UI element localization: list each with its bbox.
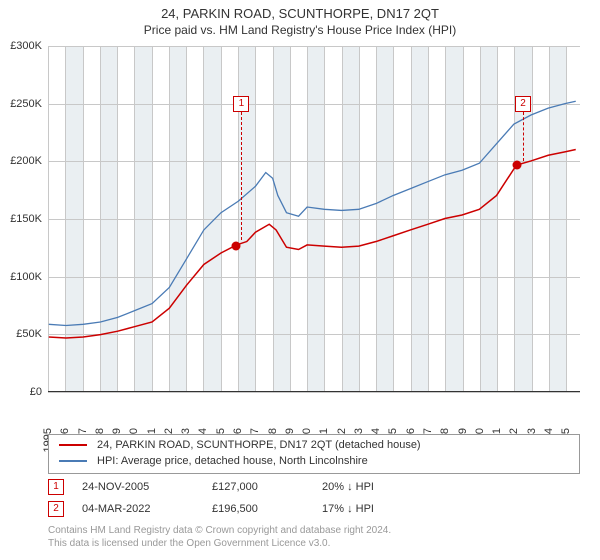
footer-line-1: Contains HM Land Registry data © Crown c… bbox=[48, 524, 580, 537]
event-price: £196,500 bbox=[212, 503, 322, 515]
event-date: 04-MAR-2022 bbox=[82, 503, 212, 515]
legend: 24, PARKIN ROAD, SCUNTHORPE, DN17 2QT (d… bbox=[48, 434, 580, 474]
y-tick-label: £300K bbox=[10, 40, 42, 52]
callout-badge-1: 1 bbox=[233, 96, 249, 112]
legend-label: HPI: Average price, detached house, Nort… bbox=[97, 455, 368, 467]
y-tick-label: £250K bbox=[10, 98, 42, 110]
callout-line-1 bbox=[241, 112, 242, 240]
line-series-svg bbox=[48, 46, 580, 391]
chart-container: 24, PARKIN ROAD, SCUNTHORPE, DN17 2QT Pr… bbox=[0, 0, 600, 560]
chart-title: 24, PARKIN ROAD, SCUNTHORPE, DN17 2QT bbox=[0, 0, 600, 21]
series-hpi bbox=[49, 101, 576, 325]
footer-line-2: This data is licensed under the Open Gov… bbox=[48, 537, 580, 550]
event-badge: 1 bbox=[48, 479, 64, 495]
legend-row: 24, PARKIN ROAD, SCUNTHORPE, DN17 2QT (d… bbox=[59, 437, 569, 453]
legend-swatch bbox=[59, 444, 87, 446]
event-delta: 17% ↓ HPI bbox=[322, 503, 374, 515]
event-date: 24-NOV-2005 bbox=[82, 481, 212, 493]
plot-area: 12 bbox=[48, 46, 580, 392]
series-property bbox=[49, 150, 576, 339]
y-tick-label: £0 bbox=[30, 386, 42, 398]
y-tick-label: £50K bbox=[16, 328, 42, 340]
event-delta: 20% ↓ HPI bbox=[322, 481, 374, 493]
gridline-h bbox=[48, 392, 580, 393]
y-tick-label: £100K bbox=[10, 271, 42, 283]
callout-badge-2: 2 bbox=[515, 96, 531, 112]
callout-line-2 bbox=[523, 112, 524, 162]
legend-label: 24, PARKIN ROAD, SCUNTHORPE, DN17 2QT (d… bbox=[97, 439, 421, 451]
footer: Contains HM Land Registry data © Crown c… bbox=[48, 524, 580, 550]
y-axis: £0£50K£100K£150K£200K£250K£300K bbox=[0, 46, 46, 392]
event-badge: 2 bbox=[48, 501, 64, 517]
y-tick-label: £200K bbox=[10, 155, 42, 167]
event-price: £127,000 bbox=[212, 481, 322, 493]
chart-subtitle: Price paid vs. HM Land Registry's House … bbox=[0, 21, 600, 43]
sale-marker-1 bbox=[232, 241, 241, 250]
event-row: 2 04-MAR-2022£196,50017% ↓ HPI bbox=[48, 498, 580, 520]
legend-swatch bbox=[59, 460, 87, 462]
sale-marker-2 bbox=[513, 161, 522, 170]
y-tick-label: £150K bbox=[10, 213, 42, 225]
event-row: 1 24-NOV-2005£127,00020% ↓ HPI bbox=[48, 476, 580, 498]
legend-row: HPI: Average price, detached house, Nort… bbox=[59, 453, 569, 469]
events-table: 1 24-NOV-2005£127,00020% ↓ HPI 2 04-MAR-202… bbox=[48, 476, 580, 520]
